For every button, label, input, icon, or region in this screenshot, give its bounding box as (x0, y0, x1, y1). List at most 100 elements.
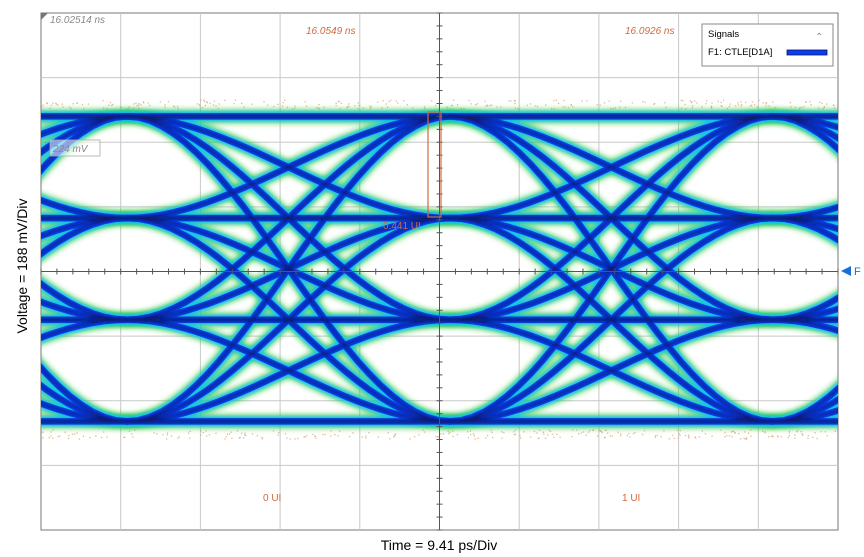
eye-height-marker[interactable] (427, 111, 442, 218)
noise-dot (564, 106, 566, 108)
noise-dot (213, 100, 216, 102)
noise-dot (377, 436, 380, 438)
noise-dot (89, 437, 91, 439)
noise-dot (370, 106, 372, 108)
noise-dot (423, 106, 426, 108)
noise-dot (477, 437, 479, 439)
noise-dot (734, 432, 736, 434)
noise-dot (140, 103, 142, 106)
noise-dot (665, 106, 667, 109)
noise-dot (794, 106, 797, 108)
noise-dot (767, 436, 770, 438)
noise-dot (137, 104, 140, 106)
signal-marker-arrow-icon[interactable] (841, 266, 851, 276)
noise-dot (385, 103, 387, 105)
eye-trace-path (771, 387, 838, 423)
noise-dot (304, 436, 306, 438)
noise-dot (653, 102, 656, 105)
noise-dot (368, 431, 370, 434)
noise-dot (189, 430, 191, 432)
eye-trace-path (126, 115, 451, 220)
noise-dot (133, 103, 135, 105)
noise-dot (72, 103, 74, 105)
noise-dot (549, 430, 552, 432)
noise-dot (365, 435, 367, 437)
noise-dot (800, 431, 802, 433)
noise-dot (654, 436, 657, 438)
noise-dot (397, 102, 399, 104)
noise-dot (357, 102, 359, 104)
noise-dot (335, 104, 337, 107)
noise-dot (690, 101, 692, 104)
noise-dot (529, 436, 532, 438)
noise-dot (251, 103, 253, 105)
noise-dot (136, 105, 138, 107)
noise-dot (187, 432, 190, 434)
noise-dot (206, 101, 208, 103)
noise-dot (447, 430, 449, 433)
noise-dot (614, 107, 616, 109)
noise-dot (174, 106, 176, 108)
noise-dot (570, 103, 572, 106)
noise-dot (395, 100, 397, 102)
noise-dot (354, 105, 356, 107)
noise-dot (572, 429, 574, 431)
noise-dot (576, 429, 578, 431)
noise-dot (59, 435, 61, 437)
noise-dot (571, 436, 573, 438)
noise-dot (81, 103, 84, 106)
noise-dot (514, 100, 516, 102)
noise-dot (812, 436, 814, 439)
noise-dot (156, 433, 158, 435)
noise-dot (166, 434, 169, 436)
noise-dot (242, 437, 245, 439)
noise-dot (143, 102, 145, 104)
legend[interactable]: Signals ⌃ F1: CTLE[D1A] (701, 23, 834, 67)
noise-dot (731, 436, 733, 438)
noise-dot (111, 104, 113, 107)
top-time-label: 16.02514 ns (50, 15, 105, 26)
noise-dot (472, 433, 475, 435)
x-axis-label: Time = 9.41 ps/Div (380, 537, 498, 553)
noise-dot (452, 430, 454, 432)
noise-dot (241, 432, 243, 434)
noise-dot (485, 105, 487, 107)
noise-dot (794, 437, 796, 439)
ui-label: 1 UI (622, 493, 640, 504)
noise-dot (74, 433, 76, 435)
noise-dot (762, 102, 764, 104)
eye-trace-path (448, 115, 774, 423)
noise-dot (164, 104, 166, 106)
noise-dot (810, 104, 812, 106)
eye-trace-path (771, 206, 838, 220)
noise-dot (346, 106, 349, 108)
noise-dot (608, 100, 610, 102)
noise-dot (212, 104, 215, 106)
noise-dot (468, 99, 470, 102)
noise-dot (644, 101, 646, 103)
noise-dot (49, 107, 51, 109)
noise-dot (673, 437, 676, 440)
eye-trace-path (41, 115, 129, 154)
noise-dot (555, 99, 557, 101)
noise-dot (200, 430, 202, 432)
noise-dot (679, 429, 681, 432)
noise-dot (826, 103, 828, 105)
noise-dot (801, 106, 803, 109)
noise-dot (62, 106, 64, 108)
noise-dot (629, 436, 631, 438)
noise-dot (520, 437, 522, 439)
noise-dot (177, 437, 179, 439)
noise-dot (289, 438, 291, 440)
noise-dot (230, 431, 232, 433)
noise-dot (750, 104, 753, 106)
center-axes (40, 12, 839, 531)
noise-dot (418, 434, 420, 436)
noise-dot (597, 435, 599, 437)
collapse-chevron-icon[interactable]: ⌃ (815, 32, 823, 43)
noise-dot (256, 435, 258, 437)
noise-dot (166, 438, 168, 440)
noise-dot (711, 435, 713, 437)
noise-dot (52, 429, 54, 431)
